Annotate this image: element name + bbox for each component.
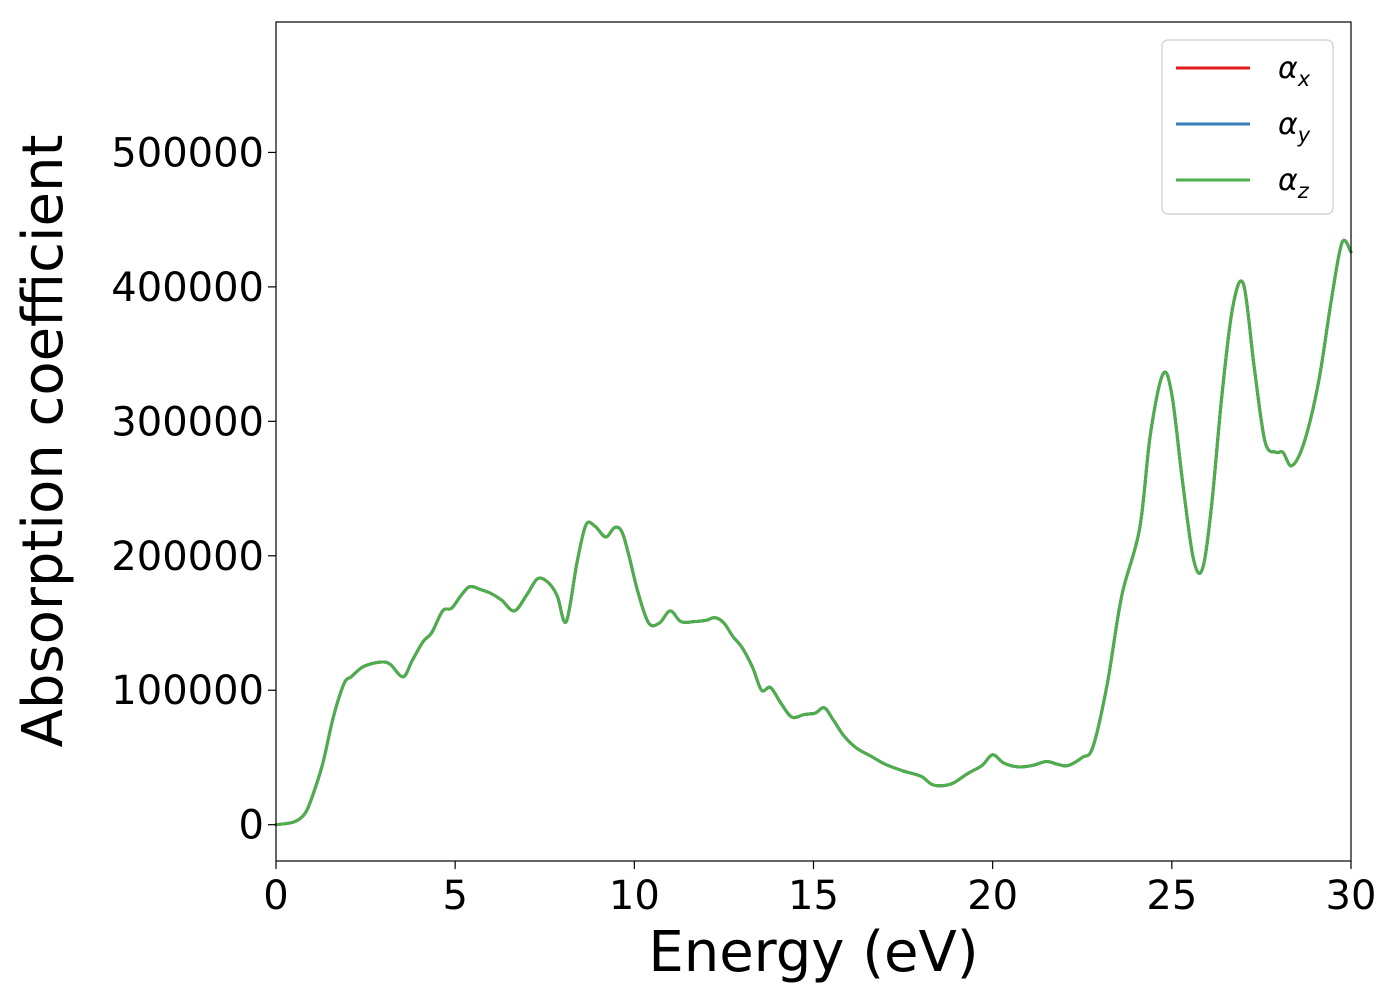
x-tick-label: 10 — [609, 873, 660, 919]
x-axis-ticks: 0 5 10 15 20 25 30 — [263, 861, 1376, 919]
x-tick-label: 0 — [263, 873, 288, 919]
series-lines — [274, 238, 1353, 827]
x-tick-label: 15 — [788, 873, 839, 919]
y-axis-label: Absorption coefficient — [11, 135, 76, 748]
y-tick-label: 200000 — [111, 534, 264, 580]
x-tick-label: 20 — [967, 873, 1018, 919]
series-line-z — [274, 238, 1353, 827]
x-tick-label: 30 — [1326, 873, 1377, 919]
y-tick-label: 500000 — [111, 130, 264, 176]
x-tick-label: 25 — [1146, 873, 1197, 919]
y-tick-label: 300000 — [111, 399, 264, 445]
y-tick-label: 400000 — [111, 265, 264, 311]
x-axis-label: Energy (eV) — [648, 920, 978, 985]
y-tick-label: 100000 — [111, 668, 264, 714]
legend-box — [1161, 39, 1334, 215]
y-axis-ticks: 0 100000 200000 300000 400000 500000 — [111, 130, 276, 849]
y-tick-label: 0 — [239, 803, 264, 849]
x-tick-label: 5 — [442, 873, 467, 919]
